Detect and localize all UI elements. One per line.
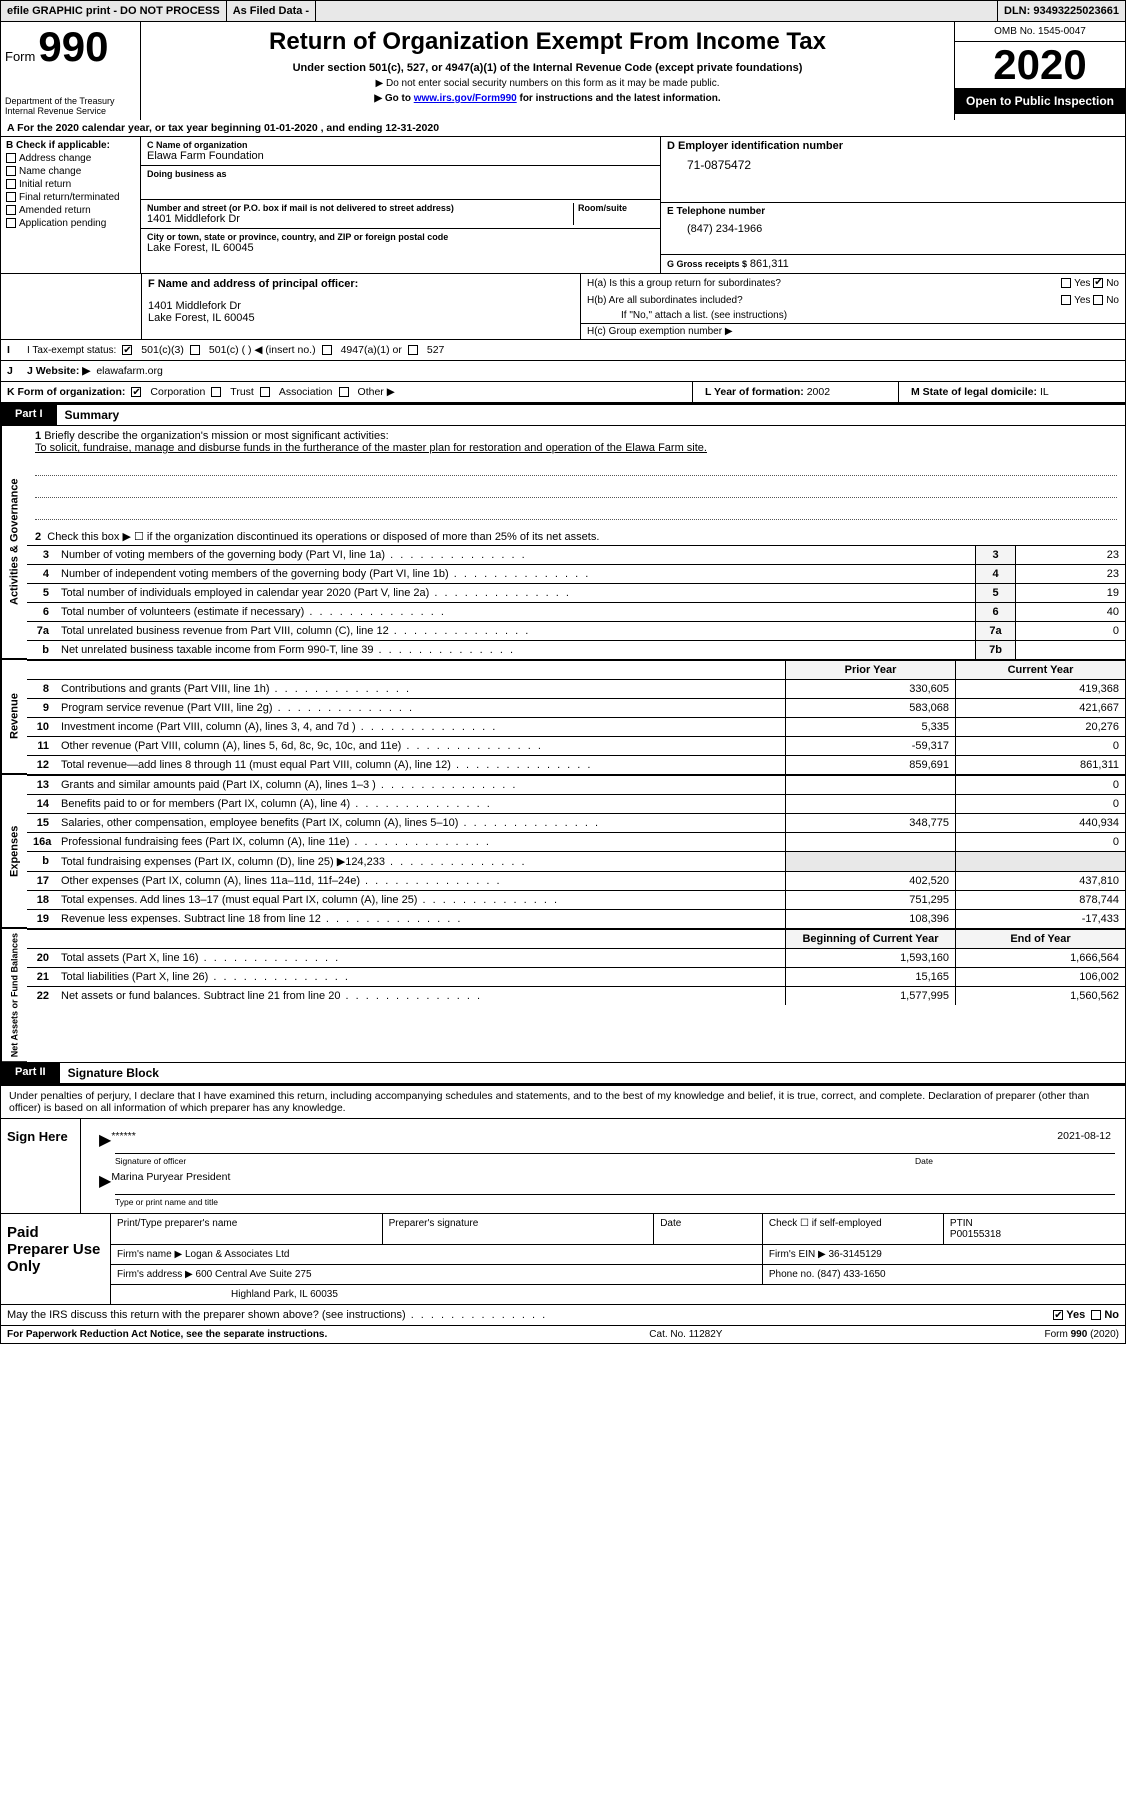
data-row: 10Investment income (Part VIII, column (… bbox=[27, 717, 1125, 736]
note-ssn: ▶ Do not enter social security numbers o… bbox=[151, 78, 944, 89]
asfiled-label: As Filed Data - bbox=[227, 1, 316, 21]
expenses-section: Expenses 13Grants and similar amounts pa… bbox=[0, 775, 1126, 929]
data-row: 17Other expenses (Part IX, column (A), l… bbox=[27, 871, 1125, 890]
org-street: 1401 Middlefork Dr bbox=[147, 213, 569, 225]
form-title: Return of Organization Exempt From Incom… bbox=[151, 28, 944, 56]
form-number: 990 bbox=[38, 23, 108, 70]
chk-trust[interactable] bbox=[211, 387, 221, 397]
gov-row: 5Total number of individuals employed in… bbox=[27, 583, 1125, 602]
website: elawafarm.org bbox=[96, 365, 163, 377]
page-footer: For Paperwork Reduction Act Notice, see … bbox=[0, 1326, 1126, 1344]
chk-name-change[interactable]: Name change bbox=[6, 166, 135, 177]
chk-application-pending[interactable]: Application pending bbox=[6, 218, 135, 229]
efile-label: efile GRAPHIC print - DO NOT PROCESS bbox=[1, 1, 227, 21]
col-f: F Name and address of principal officer:… bbox=[141, 274, 581, 339]
section-ijklm: I I Tax-exempt status: 501(c)(3) 501(c) … bbox=[0, 340, 1126, 403]
irs-link[interactable]: www.irs.gov/Form990 bbox=[414, 93, 517, 104]
data-row: 12Total revenue—add lines 8 through 11 (… bbox=[27, 755, 1125, 774]
header-mid: Return of Organization Exempt From Incom… bbox=[141, 22, 955, 120]
chk-corp[interactable] bbox=[131, 387, 141, 397]
ptin: P00155318 bbox=[950, 1229, 1001, 1240]
gross-receipts: 861,311 bbox=[750, 258, 789, 270]
firm-ein: 36-3145129 bbox=[828, 1249, 881, 1260]
chk-4947[interactable] bbox=[322, 345, 332, 355]
form-word: Form bbox=[5, 49, 35, 64]
signature-block: Under penalties of perjury, I declare th… bbox=[0, 1084, 1126, 1305]
data-row: 14Benefits paid to or for members (Part … bbox=[27, 794, 1125, 813]
row-a-taxyear: A For the 2020 calendar year, or tax yea… bbox=[0, 120, 1126, 137]
col-h: H(a) Is this a group return for subordin… bbox=[581, 274, 1125, 339]
chk-discuss-no[interactable] bbox=[1091, 1310, 1101, 1320]
officer-name: Marina Puryear President bbox=[111, 1171, 230, 1191]
chk-final-return[interactable]: Final return/terminated bbox=[6, 192, 135, 203]
chk-initial-return[interactable]: Initial return bbox=[6, 179, 135, 190]
col-c-org: C Name of organization Elawa Farm Founda… bbox=[141, 137, 661, 273]
chk-501c3[interactable] bbox=[122, 345, 132, 355]
firm-phone: (847) 433-1650 bbox=[817, 1269, 885, 1280]
chk-501c[interactable] bbox=[190, 345, 200, 355]
header-left: Form 990 Department of the Treasury Inte… bbox=[1, 22, 141, 120]
form-header: Form 990 Department of the Treasury Inte… bbox=[0, 22, 1126, 120]
form-subtitle: Under section 501(c), 527, or 4947(a)(1)… bbox=[151, 62, 944, 74]
data-row: 21Total liabilities (Part X, line 26)15,… bbox=[27, 967, 1125, 986]
org-name: Elawa Farm Foundation bbox=[147, 150, 654, 162]
col-de: D Employer identification number 71-0875… bbox=[661, 137, 1125, 273]
activities-governance: Activities & Governance 1 Briefly descri… bbox=[0, 426, 1126, 660]
chk-amended-return[interactable]: Amended return bbox=[6, 205, 135, 216]
data-row: 11Other revenue (Part VIII, column (A), … bbox=[27, 736, 1125, 755]
data-row: 16aProfessional fundraising fees (Part I… bbox=[27, 832, 1125, 851]
gov-row: bNet unrelated business taxable income f… bbox=[27, 640, 1125, 659]
gov-row: 7aTotal unrelated business revenue from … bbox=[27, 621, 1125, 640]
data-row: 9Program service revenue (Part VIII, lin… bbox=[27, 698, 1125, 717]
sig-date: 2021-08-12 bbox=[1057, 1130, 1111, 1150]
firm-addr: 600 Central Ave Suite 275 bbox=[196, 1269, 312, 1280]
chk-527[interactable] bbox=[408, 345, 418, 355]
note-link: ▶ Go to www.irs.gov/Form990 for instruct… bbox=[151, 93, 944, 104]
data-row: 22Net assets or fund balances. Subtract … bbox=[27, 986, 1125, 1005]
part1-header: Part I Summary bbox=[0, 403, 1126, 426]
chk-discuss-yes[interactable] bbox=[1053, 1310, 1063, 1320]
gov-row: 4Number of independent voting members of… bbox=[27, 564, 1125, 583]
mission-text: To solicit, fundraise, manage and disbur… bbox=[35, 442, 707, 454]
phone: (847) 234-1966 bbox=[667, 217, 1119, 235]
chk-assoc[interactable] bbox=[260, 387, 270, 397]
gov-row: 3Number of voting members of the governi… bbox=[27, 545, 1125, 564]
dln: DLN: 93493225023661 bbox=[997, 1, 1125, 21]
open-to-public: Open to Public Inspection bbox=[955, 88, 1125, 114]
ein: 71-0875472 bbox=[667, 152, 1119, 172]
data-row: 18Total expenses. Add lines 13–17 (must … bbox=[27, 890, 1125, 909]
col-b-checkboxes: B Check if applicable: Address change Na… bbox=[1, 137, 141, 273]
section-bcde: B Check if applicable: Address change Na… bbox=[0, 137, 1126, 274]
header-right: OMB No. 1545-0047 2020 Open to Public In… bbox=[955, 22, 1125, 120]
dept-treasury: Department of the Treasury Internal Reve… bbox=[5, 96, 136, 116]
data-row: 19Revenue less expenses. Subtract line 1… bbox=[27, 909, 1125, 928]
chk-address-change[interactable]: Address change bbox=[6, 153, 135, 164]
data-row: 8Contributions and grants (Part VIII, li… bbox=[27, 679, 1125, 698]
firm-name: Logan & Associates Ltd bbox=[185, 1249, 290, 1260]
part2-header: Part II Signature Block bbox=[0, 1063, 1126, 1084]
gov-row: 6Total number of volunteers (estimate if… bbox=[27, 602, 1125, 621]
data-row: 15Salaries, other compensation, employee… bbox=[27, 813, 1125, 832]
org-city: Lake Forest, IL 60045 bbox=[147, 242, 654, 254]
sig-stars: ****** bbox=[111, 1130, 136, 1150]
data-row: 20Total assets (Part X, line 16)1,593,16… bbox=[27, 948, 1125, 967]
section-fh: F Name and address of principal officer:… bbox=[0, 274, 1126, 340]
perjury-text: Under penalties of perjury, I declare th… bbox=[1, 1086, 1125, 1119]
tax-year: 2020 bbox=[955, 42, 1125, 88]
omb-number: OMB No. 1545-0047 bbox=[955, 22, 1125, 42]
data-row: bTotal fundraising expenses (Part IX, co… bbox=[27, 851, 1125, 871]
top-bar: efile GRAPHIC print - DO NOT PROCESS As … bbox=[0, 0, 1126, 22]
data-row: 13Grants and similar amounts paid (Part … bbox=[27, 775, 1125, 794]
netassets-section: Net Assets or Fund Balances Beginning of… bbox=[0, 929, 1126, 1063]
revenue-section: Revenue Prior Year Current Year 8Contrib… bbox=[0, 660, 1126, 775]
chk-other[interactable] bbox=[339, 387, 349, 397]
